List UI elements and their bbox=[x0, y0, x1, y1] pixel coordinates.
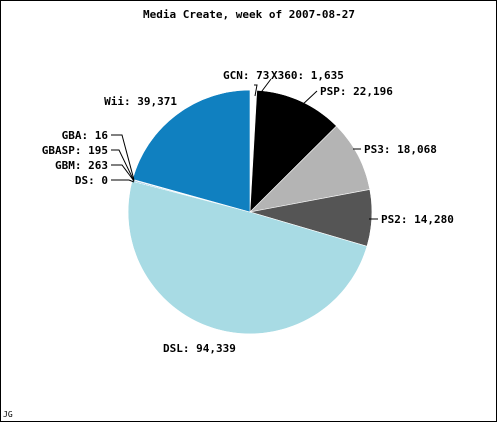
leader-line-x360 bbox=[258, 78, 272, 96]
slice-label-gba: GBA: 16 bbox=[62, 129, 109, 142]
leader-line-gba bbox=[111, 134, 135, 181]
slice-label-gcn: GCN: 73 bbox=[223, 69, 269, 82]
slice-label-wii: Wii: 39,371 bbox=[104, 95, 177, 108]
slice-label-gbm: GBM: 263 bbox=[55, 159, 108, 172]
leader-line-psp bbox=[300, 90, 318, 107]
slice-label-ps2: PS2: 14,280 bbox=[381, 213, 454, 226]
leader-line-ds bbox=[111, 179, 135, 183]
slice-label-psp: PSP: 22,196 bbox=[320, 85, 393, 98]
pie-slices bbox=[127, 89, 373, 335]
slice-label-gbasp: GBASP: 195 bbox=[42, 144, 108, 157]
leader-line-gcn bbox=[254, 84, 258, 97]
leader-line-gbasp bbox=[111, 149, 135, 182]
slice-labels: GCN: 73 X360: 1,635 PSP: 22,196 PS3: 18,068… bbox=[42, 69, 454, 355]
slice-label-dsl: DSL: 94,339 bbox=[163, 342, 236, 355]
slice-label-x360: X360: 1,635 bbox=[271, 69, 344, 82]
leader-line-gbm bbox=[111, 164, 135, 182]
slice-label-ds: DS: 0 bbox=[75, 174, 108, 187]
chart-title: Media Create, week of 2007-08-27 bbox=[143, 8, 355, 21]
leader-lines bbox=[111, 78, 378, 220]
pie-outline bbox=[127, 89, 373, 335]
slice-label-ps3: PS3: 18,068 bbox=[364, 143, 437, 156]
footer-mark: JG bbox=[3, 410, 13, 419]
